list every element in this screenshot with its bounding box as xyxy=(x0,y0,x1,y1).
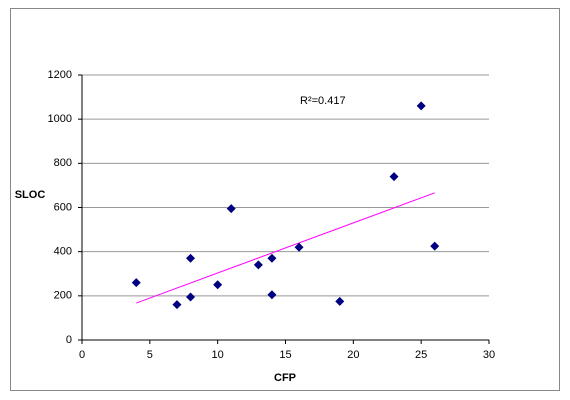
y-tick-label: 800 xyxy=(54,157,72,169)
y-tick-label: 600 xyxy=(54,201,72,213)
point xyxy=(226,204,236,214)
point xyxy=(267,290,277,300)
y-tick-label: 400 xyxy=(54,246,72,258)
point xyxy=(186,253,196,263)
y-axis-label: SLOC xyxy=(15,189,46,201)
x-tick-label: 25 xyxy=(415,349,427,361)
point xyxy=(131,278,141,288)
point xyxy=(294,242,304,252)
point xyxy=(172,300,182,310)
y-tick-label: 1200 xyxy=(48,69,72,81)
x-tick-label: 30 xyxy=(483,349,495,361)
x-tick-label: 5 xyxy=(147,349,153,361)
x-tick-label: 10 xyxy=(212,349,224,361)
x-tick-label: 0 xyxy=(79,349,85,361)
x-tick-label: 20 xyxy=(347,349,359,361)
point xyxy=(186,292,196,302)
y-tick-label: 0 xyxy=(66,334,72,346)
point xyxy=(335,296,345,306)
y-tick-label: 1000 xyxy=(48,113,72,125)
trendline xyxy=(136,192,435,304)
chart-border xyxy=(10,8,560,391)
y-tick-label: 200 xyxy=(54,290,72,302)
point xyxy=(253,260,263,270)
x-axis-label: CFP xyxy=(274,372,296,384)
point xyxy=(430,241,440,251)
x-tick-label: 15 xyxy=(279,349,291,361)
point xyxy=(416,101,426,111)
point xyxy=(389,172,399,182)
point xyxy=(267,253,277,263)
point xyxy=(213,280,223,290)
annotation: R²=0.417 xyxy=(300,95,346,107)
